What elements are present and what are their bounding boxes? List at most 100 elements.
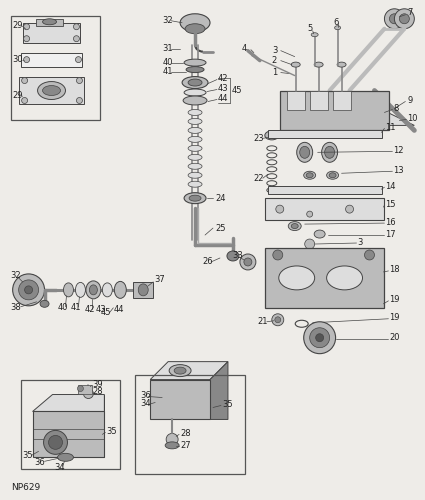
- Text: 17: 17: [385, 230, 396, 238]
- Text: 22: 22: [254, 174, 264, 182]
- Circle shape: [24, 36, 30, 42]
- Bar: [265, 248, 385, 308]
- Ellipse shape: [337, 62, 346, 67]
- Text: 12: 12: [394, 146, 404, 155]
- Circle shape: [24, 24, 30, 30]
- Ellipse shape: [188, 128, 202, 134]
- Text: 11: 11: [385, 123, 396, 132]
- Text: 18: 18: [389, 266, 400, 274]
- Text: 35: 35: [106, 427, 117, 436]
- Text: 19: 19: [389, 314, 400, 322]
- Ellipse shape: [188, 136, 202, 142]
- Circle shape: [272, 314, 284, 326]
- Bar: [268, 130, 382, 138]
- Ellipse shape: [188, 154, 202, 160]
- Ellipse shape: [169, 364, 191, 376]
- Text: 29: 29: [13, 91, 23, 100]
- Text: 34: 34: [54, 463, 65, 472]
- Text: 45: 45: [100, 308, 111, 318]
- Circle shape: [244, 258, 252, 266]
- Text: 29: 29: [13, 21, 23, 30]
- Circle shape: [394, 9, 414, 29]
- Circle shape: [365, 250, 374, 260]
- Text: 38: 38: [11, 304, 21, 312]
- Circle shape: [22, 78, 28, 84]
- Text: 23: 23: [254, 134, 264, 143]
- Text: 19: 19: [389, 296, 400, 304]
- Text: 26: 26: [202, 258, 212, 266]
- Circle shape: [74, 36, 79, 42]
- Circle shape: [310, 328, 330, 347]
- Text: 42: 42: [85, 306, 95, 314]
- Ellipse shape: [304, 172, 316, 179]
- Ellipse shape: [314, 230, 325, 238]
- Text: 7: 7: [407, 8, 413, 18]
- Text: 36: 36: [140, 391, 151, 400]
- Text: 32: 32: [11, 272, 21, 280]
- Bar: [287, 90, 305, 110]
- Bar: [268, 186, 382, 194]
- Circle shape: [305, 239, 314, 249]
- Text: 41: 41: [162, 67, 173, 76]
- Bar: [19, 76, 85, 104]
- Text: 21: 21: [258, 318, 268, 326]
- Ellipse shape: [42, 86, 60, 96]
- Bar: [23, 22, 80, 42]
- Ellipse shape: [186, 66, 204, 72]
- Circle shape: [25, 286, 33, 294]
- Bar: [150, 380, 210, 420]
- Ellipse shape: [184, 59, 206, 66]
- Bar: [265, 198, 385, 220]
- Bar: [11, 16, 100, 120]
- Circle shape: [240, 254, 256, 270]
- Text: 30: 30: [13, 55, 23, 64]
- Ellipse shape: [291, 62, 300, 67]
- Circle shape: [74, 24, 79, 30]
- Text: 35: 35: [222, 400, 232, 409]
- Text: 35: 35: [23, 451, 33, 460]
- Ellipse shape: [300, 146, 310, 158]
- Ellipse shape: [180, 14, 210, 32]
- Circle shape: [76, 98, 82, 103]
- Circle shape: [22, 98, 28, 103]
- Text: 14: 14: [385, 182, 396, 190]
- Ellipse shape: [188, 164, 202, 170]
- Circle shape: [48, 436, 62, 450]
- Text: 3: 3: [272, 46, 277, 55]
- Text: 16: 16: [385, 218, 396, 226]
- Text: 40: 40: [162, 58, 173, 67]
- Text: 33: 33: [232, 252, 243, 260]
- Ellipse shape: [188, 172, 202, 178]
- Text: 25: 25: [215, 224, 226, 232]
- Ellipse shape: [76, 282, 85, 298]
- Circle shape: [24, 56, 30, 62]
- Ellipse shape: [185, 24, 205, 34]
- Text: 6: 6: [334, 18, 339, 27]
- Text: 44: 44: [114, 306, 125, 314]
- Polygon shape: [310, 108, 414, 126]
- Ellipse shape: [165, 442, 179, 449]
- Bar: [21, 380, 120, 470]
- Text: 9: 9: [407, 96, 413, 105]
- Ellipse shape: [306, 173, 313, 178]
- Ellipse shape: [138, 284, 148, 296]
- Ellipse shape: [174, 367, 186, 374]
- Text: 32: 32: [162, 16, 173, 26]
- Circle shape: [276, 205, 284, 213]
- Polygon shape: [33, 394, 105, 411]
- Text: 27: 27: [180, 441, 191, 450]
- Ellipse shape: [334, 26, 340, 30]
- Circle shape: [76, 78, 82, 84]
- Text: 37: 37: [154, 276, 165, 284]
- Ellipse shape: [188, 118, 202, 124]
- Circle shape: [307, 211, 313, 217]
- Text: 2: 2: [272, 56, 277, 65]
- Bar: [21, 52, 82, 66]
- Bar: [133, 282, 153, 298]
- Ellipse shape: [89, 285, 97, 295]
- Circle shape: [400, 14, 409, 24]
- Ellipse shape: [279, 266, 314, 290]
- Text: 4: 4: [242, 44, 247, 53]
- Ellipse shape: [322, 142, 337, 163]
- Ellipse shape: [291, 224, 298, 228]
